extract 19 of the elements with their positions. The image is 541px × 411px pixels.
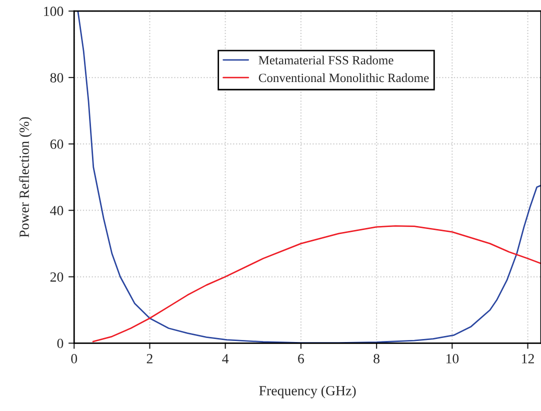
y-tick-label: 100	[44, 6, 64, 16]
x-axis-title: Frequency (GHz)	[259, 386, 356, 398]
legend-label: Metamaterial FSS Radome	[258, 56, 394, 64]
x-tick-label: 0	[71, 354, 78, 364]
y-tick-label: 20	[50, 272, 64, 282]
x-tick-label: 6	[298, 354, 304, 364]
y-tick-label: 0	[57, 338, 64, 348]
legend-label: Conventional Monolithic Radome	[258, 73, 429, 82]
line-series	[92, 225, 541, 342]
y-tick-label: 80	[50, 73, 64, 82]
x-tick-label: 12	[522, 354, 534, 364]
x-tick-label: 4	[222, 354, 229, 364]
line-series	[77, 11, 541, 344]
y-tick-label: 40	[50, 206, 64, 216]
x-tick-label: 8	[374, 354, 380, 364]
x-tick-label: 10	[446, 354, 459, 364]
x-tick-label: 2	[146, 354, 152, 364]
y-tick-label: 60	[50, 140, 64, 149]
y-axis-title: Power Reflection (%)	[19, 117, 32, 238]
